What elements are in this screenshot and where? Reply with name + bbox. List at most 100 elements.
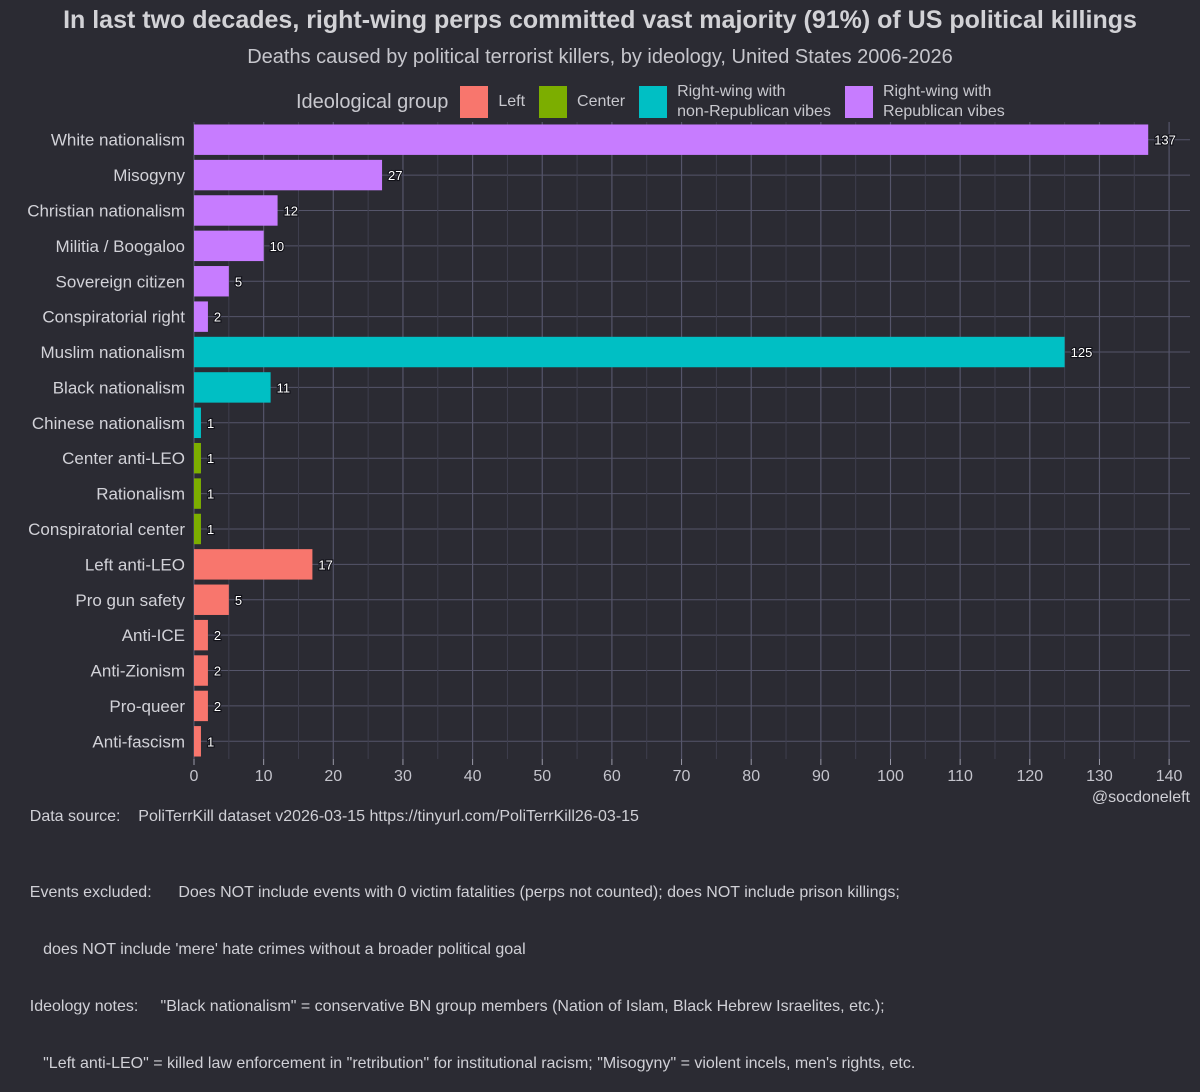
bar-sovereign-citizen [194, 266, 229, 297]
footer-notes-row-2: "Left anti-LEO" = killed law enforcement… [12, 1035, 1190, 1092]
legend-swatch-center [539, 86, 568, 118]
legend-item-rw-rep: Right-wing with Republican vibes [844, 82, 1005, 122]
category-label-rationalism: Rationalism [96, 485, 185, 504]
bar-anti-ice [194, 619, 208, 651]
value-label-muslim-nationalism: 125 [1071, 345, 1093, 360]
bar-anti-fascism [194, 726, 201, 757]
legend-swatch-rw-nonrep [639, 86, 668, 118]
x-tick-label-100: 100 [877, 768, 904, 782]
bar-black-nationalism [194, 372, 271, 403]
bar-chinese-nationalism [194, 407, 201, 439]
category-label-misogyny: Misogyny [113, 166, 185, 185]
category-label-chinese-nationalism: Chinese nationalism [32, 414, 185, 433]
category-label-pro-queer: Pro-queer [109, 697, 185, 716]
bar-anti-zionism [194, 655, 208, 686]
value-label-anti-ice: 2 [214, 628, 221, 643]
bar-white-nationalism [194, 124, 1149, 155]
footer: Data source: PoliTerrKill dataset v2026-… [12, 788, 1190, 1092]
legend-item-center: Center [539, 86, 625, 118]
category-label-white-nationalism: White nationalism [51, 131, 185, 150]
category-label-pro-gun-safety: Pro gun safety [75, 591, 185, 610]
bar-muslim-nationalism [194, 336, 1065, 368]
bar-militia-boogaloo [194, 230, 264, 262]
legend-item-left: Left [460, 86, 525, 118]
value-label-misogyny: 27 [388, 168, 402, 183]
bar-misogyny [194, 159, 383, 191]
category-label-anti-ice: Anti-ICE [122, 626, 185, 645]
value-label-anti-fascism: 1 [207, 734, 214, 749]
x-tick-label-130: 130 [1086, 768, 1113, 782]
footer-source-text: PoliTerrKill dataset v2026-03-15 https:/… [138, 808, 639, 825]
value-label-pro-queer: 2 [214, 699, 221, 714]
footer-excluded-text-2: does NOT include 'mere' hate crimes with… [43, 941, 526, 958]
value-label-left-anti-leo: 17 [318, 557, 332, 572]
category-label-anti-zionism: Anti-Zionism [91, 662, 185, 681]
chart-title: In last two decades, right-wing perps co… [63, 6, 1137, 34]
x-tick-label-140: 140 [1156, 768, 1183, 782]
footer-notes-label: Ideology notes: [29, 998, 139, 1015]
x-tick-label-110: 110 [947, 768, 973, 782]
x-tick-label-10: 10 [255, 768, 273, 782]
x-tick-label-0: 0 [190, 768, 199, 782]
x-tick-label-70: 70 [673, 768, 691, 782]
value-label-conspiratorial-center: 1 [207, 522, 214, 537]
bar-left-anti-leo [194, 549, 313, 580]
footer-excluded-row-2: does NOT include 'mere' hate crimes with… [12, 921, 1190, 978]
legend-label-rw-rep: Right-wing with Republican vibes [882, 83, 1005, 120]
bar-pro-queer [194, 690, 208, 722]
footer-excluded-row: Events excluded: Does NOT include events… [12, 864, 1190, 921]
footer-notes-text: "Black nationalism" = conservative BN gr… [160, 998, 885, 1015]
category-label-anti-fascism: Anti-fascism [92, 732, 185, 751]
x-tick-label-30: 30 [394, 768, 412, 782]
value-label-conspiratorial-right: 2 [214, 310, 221, 325]
value-label-christian-nationalism: 12 [284, 203, 298, 218]
footer-source-row: Data source: PoliTerrKill dataset v2026-… [12, 788, 1190, 864]
value-label-black-nationalism: 11 [277, 380, 291, 395]
category-label-black-nationalism: Black nationalism [53, 378, 185, 397]
legend: Ideological group Left Center Right-wing… [296, 82, 1019, 122]
value-label-rationalism: 1 [207, 487, 214, 502]
legend-title: Ideological group [296, 90, 449, 113]
bar-chart: 0 10 20 30 40 50 60 70 80 90 100 110 120 130 140White … [27, 122, 1190, 782]
value-label-white-nationalism: 137 [1154, 133, 1176, 148]
footer-notes-text-2: "Left anti-LEO" = killed law enforcement… [43, 1055, 916, 1072]
x-tick-label-80: 80 [742, 768, 760, 782]
bar-conspiratorial-right [194, 301, 208, 332]
category-label-militia-boogaloo: Militia / Boogaloo [56, 237, 185, 256]
footer-excluded-text: Does NOT include events with 0 victim fa… [178, 884, 900, 901]
x-tick-label-120: 120 [1016, 768, 1043, 782]
bar-center-anti-leo [194, 442, 201, 474]
footer-excluded-label: Events excluded: [29, 884, 152, 901]
legend-swatch-left [460, 86, 489, 118]
legend-swatch-rw-rep [844, 86, 873, 118]
bar-pro-gun-safety [194, 584, 229, 615]
bar-conspiratorial-center [194, 513, 201, 545]
x-tick-label-20: 20 [324, 768, 342, 782]
legend-item-rw-nonrep: Right-wing with non-Republican vibes [639, 82, 831, 122]
author-handle: @socdoneleft [1091, 789, 1190, 806]
x-tick-label-60: 60 [603, 768, 621, 782]
category-label-left-anti-leo: Left anti-LEO [85, 555, 185, 574]
value-label-chinese-nationalism: 1 [207, 416, 214, 431]
x-tick-label-90: 90 [812, 768, 830, 782]
category-label-center-anti-leo: Center anti-LEO [62, 449, 185, 468]
bar-christian-nationalism [194, 195, 278, 226]
category-label-sovereign-citizen: Sovereign citizen [56, 272, 185, 291]
value-label-sovereign-citizen: 5 [235, 274, 242, 289]
x-tick-label-40: 40 [464, 768, 482, 782]
footer-source-label: Data source: [29, 808, 121, 825]
category-label-conspiratorial-center: Conspiratorial center [28, 520, 185, 539]
footer-notes-row: Ideology notes: "Black nationalism" = co… [12, 978, 1190, 1035]
legend-label-left: Left [498, 93, 526, 110]
category-label-conspiratorial-right: Conspiratorial right [42, 308, 185, 327]
value-label-militia-boogaloo: 10 [270, 239, 284, 254]
value-label-pro-gun-safety: 5 [235, 593, 242, 608]
bar-rationalism [194, 478, 201, 509]
x-tick-label-50: 50 [533, 768, 551, 782]
value-label-anti-zionism: 2 [214, 664, 221, 679]
legend-label-rw-nonrep: Right-wing with non-Republican vibes [677, 83, 831, 120]
category-label-christian-nationalism: Christian nationalism [27, 201, 185, 220]
category-label-muslim-nationalism: Muslim nationalism [40, 343, 185, 362]
legend-label-center: Center [577, 93, 626, 110]
value-label-center-anti-leo: 1 [207, 451, 214, 466]
